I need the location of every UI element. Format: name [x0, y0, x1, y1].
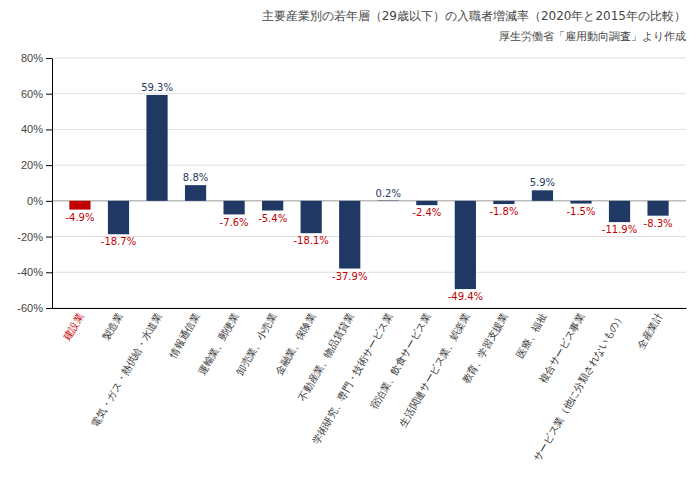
x-tick: 生活関連サービス業、娯楽業	[397, 311, 472, 429]
grid	[52, 58, 686, 308]
y-tick-mark	[46, 201, 52, 202]
y-tick: 0%	[27, 195, 52, 207]
x-tick-label: 教育、学習支援業	[461, 311, 511, 386]
y-axis-line	[52, 59, 53, 309]
y-tick-label: -20%	[17, 231, 43, 243]
x-tick: 全産業計	[635, 311, 665, 351]
x-axis: 建設業製造業電気・ガス・熱供給・水道業情報通信業運輸業、郵便業卸売業、小売業金融…	[53, 309, 687, 464]
x-tick: 金融業、保険業	[273, 311, 318, 377]
y-tick: -60%	[17, 302, 52, 314]
x-tick: 医療、福祉	[514, 311, 549, 360]
x-tick: 卸売業、小売業	[234, 311, 279, 377]
bar	[301, 201, 322, 233]
x-tick: 建設業	[61, 311, 86, 343]
y-tick-label: 40%	[21, 123, 43, 135]
x-tick-label: 製造業	[100, 311, 125, 342]
x-tick-label: 全産業計	[635, 311, 665, 351]
x-tick: 教育、学習支援業	[461, 311, 511, 386]
subtitle: 厚生労働省「雇用動向調査」より作成	[499, 30, 686, 43]
y-tick: -20%	[17, 231, 52, 243]
y-tick-label: 60%	[21, 88, 43, 100]
x-tick-label: サービス業（他に分類されないもの）	[531, 311, 626, 464]
data-label: 8.8%	[183, 172, 208, 183]
bar	[262, 201, 283, 211]
title: 主要産業別の若年層（29歳以下）の入職者増減率（2020年と2015年の比較）	[262, 9, 686, 23]
data-label: -2.4%	[412, 207, 441, 218]
bar	[185, 185, 206, 201]
data-label: -1.8%	[489, 206, 518, 217]
y-tick-mark	[46, 308, 52, 309]
bar	[108, 201, 129, 234]
bar	[647, 201, 668, 216]
x-tick-label: 学術研究、専門・技術サービス業	[310, 311, 395, 446]
x-tick: 電気・ガス・熱供給・水道業	[89, 311, 164, 429]
y-tick-label: 0%	[27, 195, 43, 207]
y-tick: 80%	[21, 52, 52, 64]
y-tick: 20%	[21, 159, 52, 171]
x-tick-label: 電気・ガス・熱供給・水道業	[89, 311, 164, 429]
x-tick: 運輸業、郵便業	[196, 311, 241, 377]
bar	[224, 201, 245, 215]
bar	[69, 201, 90, 210]
y-tick-mark	[46, 237, 52, 238]
bar	[493, 201, 514, 204]
data-label: -4.9%	[65, 212, 94, 223]
bar	[378, 200, 399, 201]
y-tick-mark	[46, 272, 52, 273]
bar	[455, 201, 476, 289]
x-tick: 学術研究、専門・技術サービス業	[310, 311, 395, 446]
x-tick-label: 生活関連サービス業、娯楽業	[397, 311, 472, 429]
y-tick: -40%	[17, 266, 52, 278]
x-tick: サービス業（他に分類されないもの）	[531, 311, 626, 464]
x-axis-line	[53, 308, 687, 309]
chart-container: -4.9% -18.7% 59.3% 8.8% -7.6% -5.4% -18.1% -37.…	[0, 0, 700, 480]
y-tick-label: -40%	[17, 266, 43, 278]
y-tick: 60%	[21, 88, 52, 100]
x-tick-label: 金融業、保険業	[273, 311, 318, 377]
grid-line	[52, 308, 686, 309]
bar	[416, 201, 437, 205]
data-labels: -4.9% -18.7% 59.3% 8.8% -7.6% -5.4% -18.1% -37.…	[65, 82, 672, 302]
data-label: 5.9%	[530, 177, 555, 188]
data-label: -7.6%	[220, 217, 249, 228]
x-tick: 製造業	[100, 311, 125, 342]
x-tick-label: 医療、福祉	[514, 311, 549, 360]
data-label: -5.4%	[258, 213, 287, 224]
y-tick-mark	[46, 58, 52, 59]
x-tick-label: 建設業	[61, 311, 86, 343]
data-label: -8.3%	[644, 218, 673, 229]
bar	[532, 190, 553, 201]
data-label: 59.3%	[141, 82, 173, 93]
data-label: -18.7%	[101, 236, 136, 247]
data-label: 0.2%	[376, 188, 401, 199]
x-tick-label: 情報通信業	[167, 311, 202, 361]
y-tick-label: 80%	[21, 52, 43, 64]
x-tick-label: 卸売業、小売業	[234, 311, 279, 377]
data-label: -1.5%	[566, 206, 595, 217]
bar	[339, 201, 360, 269]
y-tick: 40%	[21, 123, 52, 135]
bar	[570, 201, 591, 204]
bars	[69, 95, 668, 289]
chart-svg: -4.9% -18.7% 59.3% 8.8% -7.6% -5.4% -18.1% -37.…	[0, 0, 700, 480]
grid-line	[52, 58, 686, 59]
y-tick-label: -60%	[17, 302, 43, 314]
grid-line	[52, 236, 686, 237]
y-tick-mark	[46, 94, 52, 95]
x-tick-label: 運輸業、郵便業	[196, 311, 241, 377]
grid-line	[52, 272, 686, 273]
data-label: -18.1%	[293, 235, 328, 246]
y-tick-mark	[46, 129, 52, 130]
grid-line	[52, 93, 686, 94]
data-label: -11.9%	[602, 224, 637, 235]
data-label: -49.4%	[448, 291, 483, 302]
bar	[609, 201, 630, 222]
y-axis: -60% -40% -20% 0% 20% 40% 60% 80%	[17, 52, 52, 314]
x-tick: 情報通信業	[167, 311, 202, 361]
bar	[146, 95, 167, 201]
y-tick-label: 20%	[21, 159, 43, 171]
y-tick-mark	[46, 165, 52, 166]
data-label: -37.9%	[332, 271, 367, 282]
